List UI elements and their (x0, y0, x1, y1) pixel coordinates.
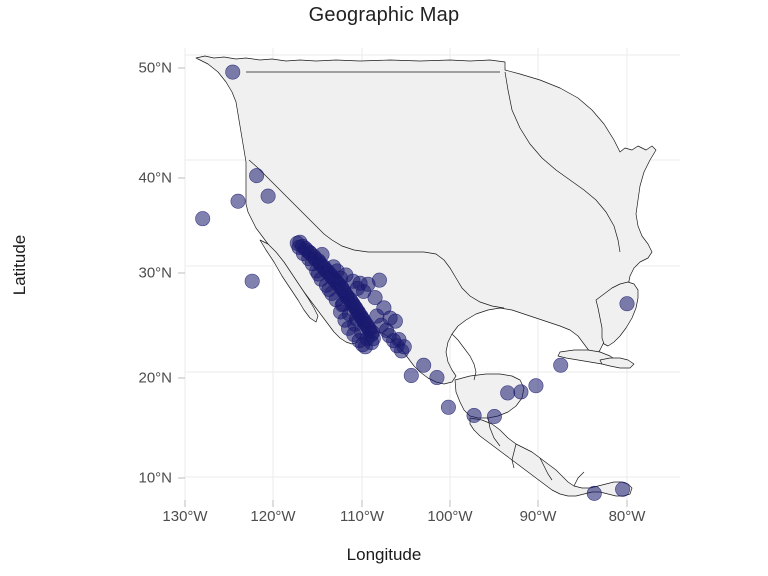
data-point (310, 266, 326, 282)
data-point (244, 273, 260, 289)
data-point (513, 384, 529, 400)
y-tick-20: 20°N (138, 369, 172, 387)
data-point (586, 485, 602, 501)
data-point (416, 357, 432, 373)
data-point (367, 290, 383, 306)
data-point (230, 193, 246, 209)
data-point (394, 343, 410, 359)
data-point (249, 168, 265, 184)
data-point (321, 281, 337, 297)
x-tick-5: 80°W (608, 508, 646, 525)
y-tick-50: 50°N (138, 59, 172, 77)
x-tick-1: 120°W (250, 508, 296, 525)
x-axis-title: Longitude (346, 545, 422, 564)
data-point (387, 313, 403, 329)
y-tick-40: 40°N (138, 169, 172, 187)
data-point (619, 296, 635, 312)
axis-tick-marks (178, 67, 628, 507)
x-tick-3: 100°W (427, 508, 473, 525)
data-point (403, 367, 419, 383)
data-point (371, 272, 387, 288)
data-point (528, 378, 544, 394)
data-point (348, 311, 364, 327)
data-point (357, 339, 373, 355)
landmass-north-america (195, 55, 657, 497)
political-borders (246, 71, 621, 487)
x-tick-2: 110°W (339, 508, 385, 525)
x-tick-0: 130°W (162, 508, 208, 525)
data-point (553, 357, 569, 373)
y-tick-30: 30°N (138, 264, 172, 282)
data-point (486, 408, 502, 424)
data-point (440, 399, 456, 415)
y-tick-10: 10°N (138, 469, 172, 487)
data-point (615, 481, 631, 497)
data-point (260, 188, 276, 204)
data-points (195, 64, 635, 501)
data-point (466, 407, 482, 423)
x-tick-4: 90°W (519, 508, 557, 525)
page-title: Geographic Map (308, 4, 460, 26)
data-point (291, 239, 307, 255)
data-point (429, 370, 445, 386)
data-point (225, 64, 241, 80)
y-axis-title: Latitude (10, 234, 29, 296)
data-point (500, 385, 516, 401)
data-point (195, 211, 211, 227)
data-point (335, 296, 351, 312)
